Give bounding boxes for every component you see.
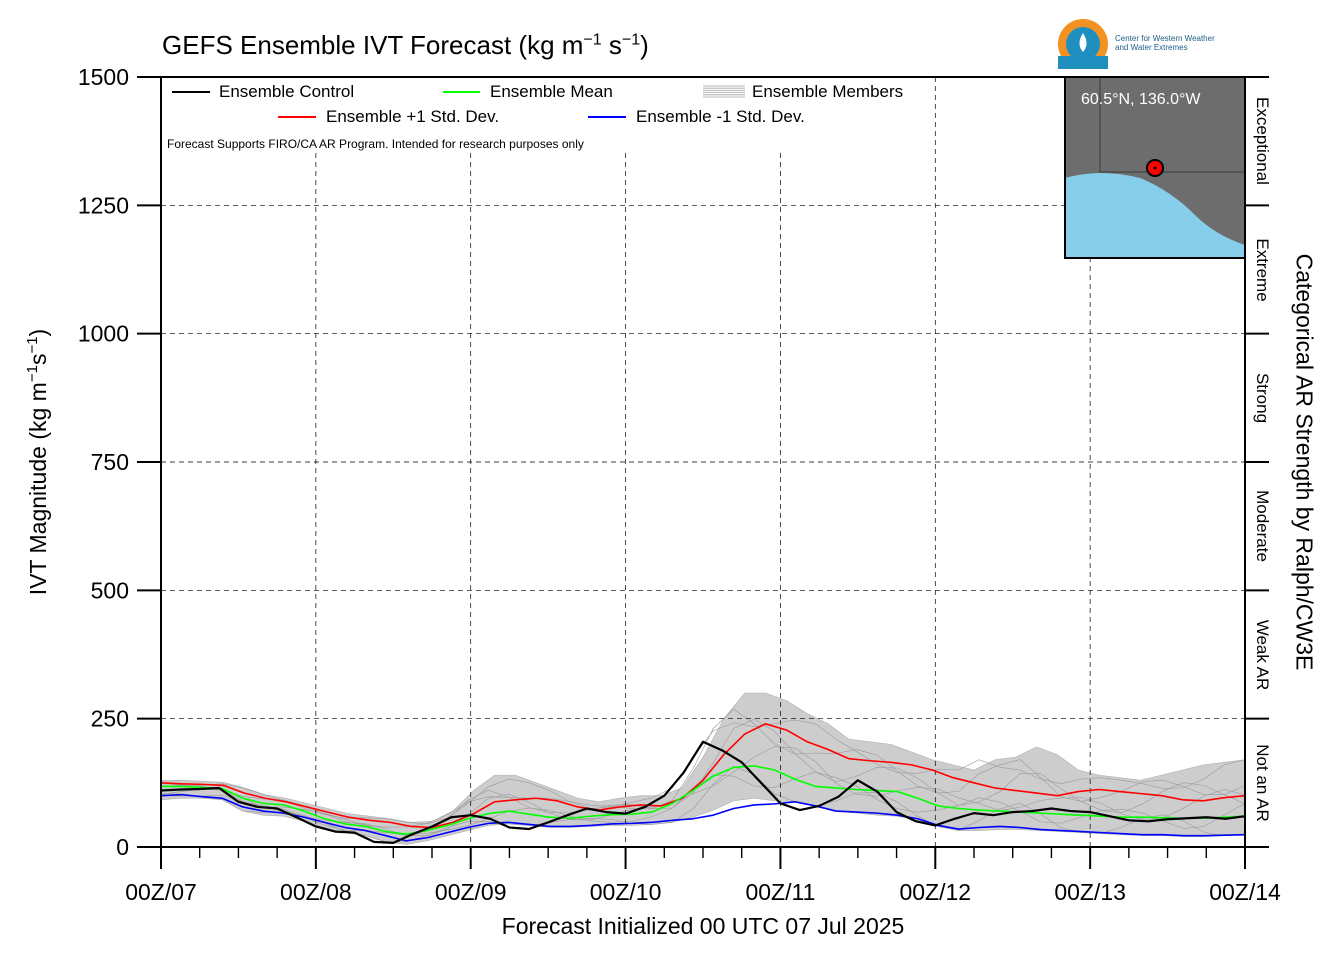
y-tick-label: 500 [91,577,129,603]
ensemble-member-line [160,718,1246,836]
grid [161,77,1245,847]
x-tick-label: 00Z/10 [590,879,662,905]
tick-labels: 0 250 500 750 1000 1250 1500 00Z/07 00Z/08 00Z/09… [78,64,1281,905]
x-tick-label: 00Z/08 [280,879,352,905]
legend-label-mean: Ensemble Mean [490,82,613,101]
series-line-ensemble-mean [161,765,1246,835]
ensemble-member-line [160,766,1246,843]
x-tick-label: 00Z/07 [125,879,197,905]
legend-label-minus-std: Ensemble -1 Std. Dev. [636,107,805,126]
y-tick-label: 250 [91,706,129,732]
x-tick-label: 00Z/13 [1054,879,1126,905]
cw3e-logo [1058,19,1108,69]
research-note: Forecast Supports FIRO/CA AR Program. In… [167,137,584,151]
y-axis-label: IVT Magnitude (kg m−1s−1) [24,328,51,596]
ensemble-members-band [160,692,1246,845]
ensemble-member-line [160,708,1246,828]
logo-wave [1058,56,1108,69]
inset-ocean [1065,173,1245,258]
inset-frame [1064,76,1246,259]
location-map-inset [1064,76,1246,259]
right-axis-label: Categorical AR Strength by Ralph/CW3E [1291,253,1318,671]
legend-label-plus-std: Ensemble +1 Std. Dev. [326,107,500,126]
logo-drop-icon [1079,33,1087,52]
category-label-not-an-ar: Not an AR [1253,744,1272,822]
category-label-extreme: Extreme [1253,237,1272,302]
x-tick-label: 00Z/09 [435,879,507,905]
logo-text-line1: Center for Western Weather [1115,34,1215,43]
ensemble-member-line [160,771,1246,835]
ensemble-member-line [160,719,1246,825]
legend-label-members: Ensemble Members [752,82,904,101]
logo-text-line2: and Water Extremes [1115,43,1188,52]
series-line-ensemble-1-std-dev- [160,793,1246,842]
x-tick-label: 00Z/11 [745,879,815,905]
y-tick-label: 1250 [78,192,129,218]
legend-label-control: Ensemble Control [219,82,355,101]
y-tick-label: 0 [116,834,129,860]
series [160,722,1246,844]
chart-title: GEFS Ensemble IVT Forecast (kg m−1 s−1) [162,30,649,60]
inset-location-label: 60.5°N, 136.0°W [1081,91,1201,108]
inset-borders [1099,77,1245,173]
x-axis-label: Forecast Initialized 00 UTC 07 Jul 2025 [501,913,905,939]
series-line-ensemble-1-std-dev- [160,722,1246,829]
logo-text: Center for Western Weather and Water Ext… [1115,34,1215,52]
category-label-moderate: Moderate [1253,490,1272,563]
y-tick-label: 750 [91,449,129,475]
x-tick-label: 00Z/14 [1209,879,1281,905]
category-label-exceptional: Exceptional [1253,97,1272,186]
inset-location-dot [1153,166,1157,170]
legend-lines [172,85,745,118]
category-label-strong: Strong [1253,372,1272,423]
y-tick-label: 1500 [78,64,129,90]
y-tick-label: 1000 [78,321,129,347]
category-label-weak-ar: Weak AR [1253,619,1272,690]
series-line-ensemble-control [160,740,1246,844]
x-tick-label: 00Z/12 [899,879,971,905]
